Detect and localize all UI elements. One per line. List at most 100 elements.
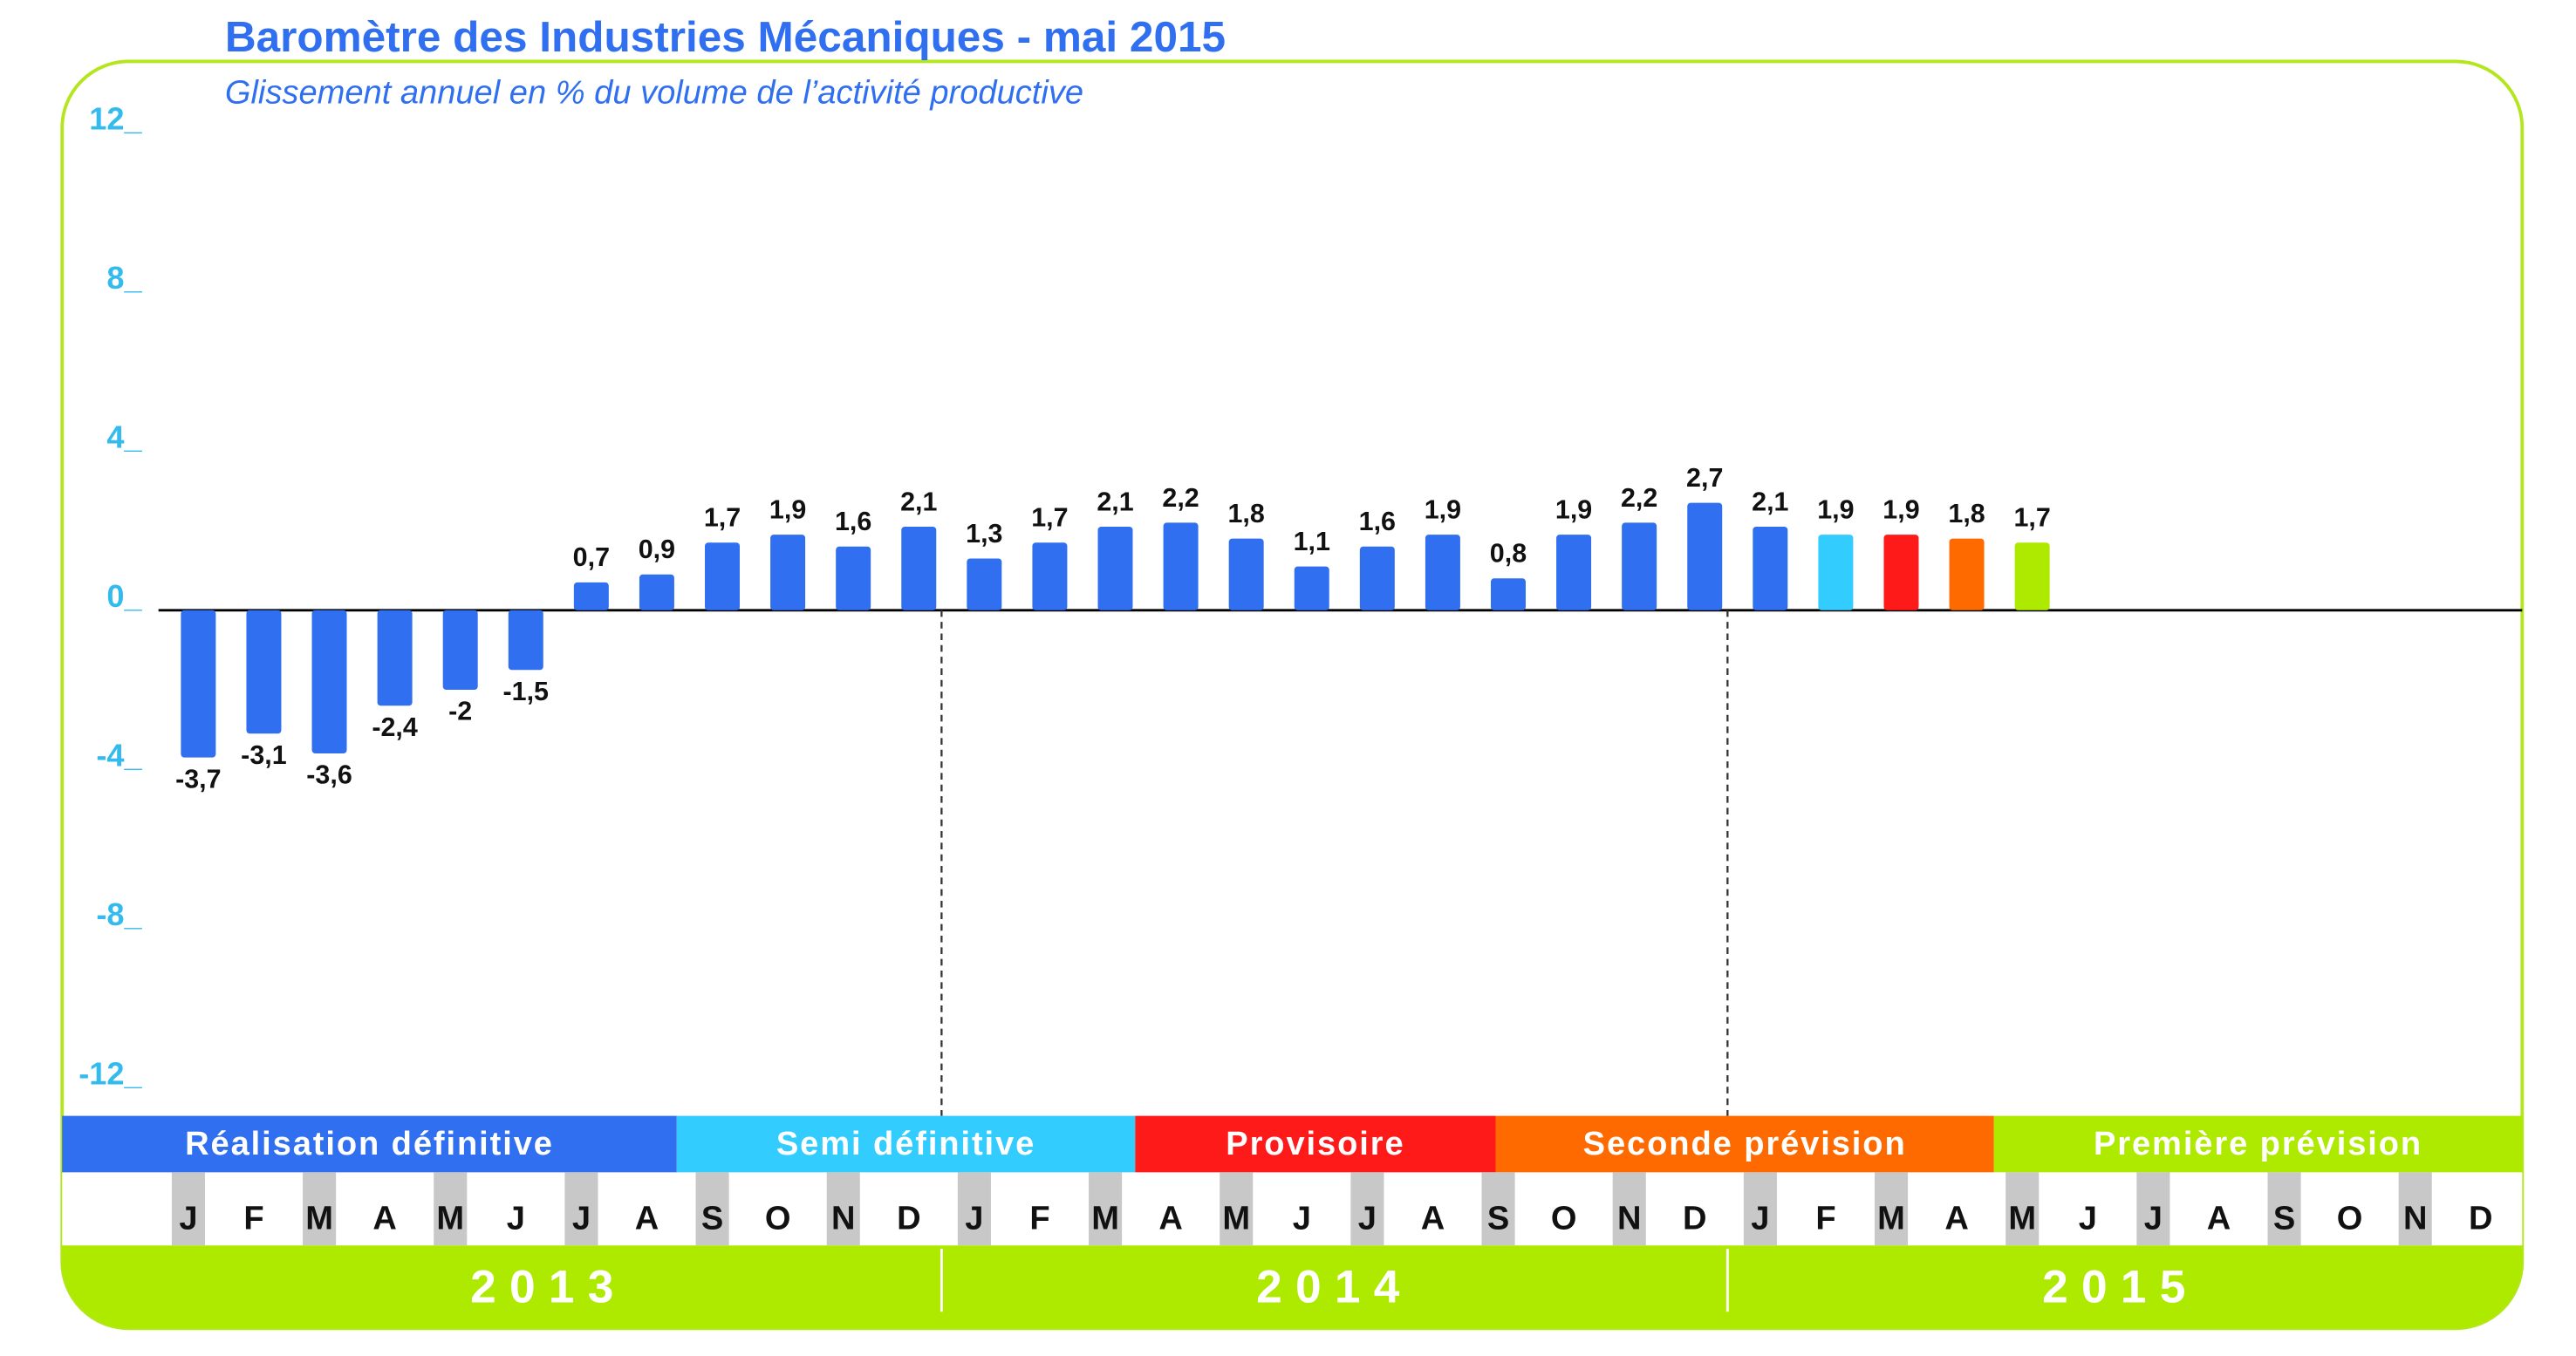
phase-label: Seconde prévision bbox=[1583, 1126, 1907, 1162]
x-tick-label: J bbox=[1358, 1201, 1377, 1237]
bar bbox=[1491, 578, 1526, 610]
year-label: 2014 bbox=[1256, 1262, 1413, 1313]
data-label: 1,8 bbox=[1227, 499, 1264, 528]
phase-band bbox=[62, 1115, 677, 1173]
bar bbox=[1687, 502, 1723, 610]
month-shade bbox=[695, 1172, 729, 1246]
data-label: 1,7 bbox=[704, 503, 741, 533]
x-tick-label: J bbox=[179, 1201, 197, 1237]
data-label: -3,6 bbox=[306, 760, 352, 790]
phase-band bbox=[1993, 1115, 2523, 1173]
data-label: -3,7 bbox=[175, 764, 221, 794]
x-tick-label: F bbox=[243, 1201, 263, 1237]
x-tick-label: O bbox=[2337, 1201, 2363, 1237]
bar bbox=[1818, 535, 1854, 610]
y-tick-label: 4_ bbox=[106, 419, 142, 455]
bar bbox=[967, 558, 1002, 610]
x-tick-label: J bbox=[2144, 1201, 2163, 1237]
x-tick-label: O bbox=[765, 1201, 791, 1237]
x-tick-label: D bbox=[1683, 1201, 1707, 1237]
bar bbox=[311, 610, 347, 754]
bar bbox=[1425, 535, 1460, 610]
phase-band bbox=[1495, 1115, 1994, 1173]
data-label: 1,7 bbox=[1031, 503, 1068, 533]
month-shade bbox=[303, 1172, 337, 1246]
data-label: 1,9 bbox=[1425, 494, 1461, 524]
data-label: 0,7 bbox=[573, 542, 610, 572]
bar bbox=[1228, 538, 1264, 610]
data-label: 1,3 bbox=[966, 519, 1002, 549]
y-tick-label: -4_ bbox=[96, 737, 142, 773]
bar bbox=[639, 574, 674, 610]
x-tick-label: M bbox=[1091, 1201, 1119, 1237]
x-tick-label: D bbox=[897, 1201, 921, 1237]
data-label: 1,7 bbox=[2013, 503, 2050, 533]
month-shade bbox=[957, 1172, 991, 1246]
data-label: 2,2 bbox=[1162, 483, 1199, 513]
x-tick-label: F bbox=[1815, 1201, 1835, 1237]
data-label: 1,1 bbox=[1294, 527, 1330, 556]
chart-title: Baromètre des Industries Mécaniques - ma… bbox=[225, 13, 1226, 61]
data-label: 2,1 bbox=[900, 487, 937, 516]
month-shade bbox=[1612, 1172, 1646, 1246]
x-tick-label: F bbox=[1029, 1201, 1049, 1237]
year-label: 2013 bbox=[470, 1262, 627, 1313]
phase-label: Provisoire bbox=[1226, 1126, 1404, 1162]
x-tick-label: J bbox=[572, 1201, 591, 1237]
month-shade bbox=[1089, 1172, 1123, 1246]
x-tick-label: S bbox=[701, 1201, 723, 1237]
month-shade bbox=[1481, 1172, 1515, 1246]
plot: 12_ 8_ 4_ 0_ -4_ -8_ -12_ -3,7 -3,1 -3,6 -2,4 -2 -1,… bbox=[62, 101, 2523, 1313]
bar bbox=[1032, 542, 1068, 610]
phase-label: Semi définitive bbox=[776, 1126, 1035, 1162]
month-shade bbox=[2136, 1172, 2170, 1246]
x-tick-label: A bbox=[635, 1201, 659, 1237]
year-label: 2015 bbox=[2042, 1262, 2199, 1313]
month-shade bbox=[826, 1172, 860, 1246]
y-tick-label: -12_ bbox=[79, 1055, 142, 1091]
month-shade bbox=[2005, 1172, 2040, 1246]
phase-band bbox=[1135, 1115, 1496, 1173]
data-label: 2,1 bbox=[1097, 487, 1133, 516]
x-tick-label: M bbox=[1222, 1201, 1250, 1237]
bar bbox=[1622, 522, 1657, 610]
y-tick-label: 12_ bbox=[89, 101, 142, 137]
month-shade bbox=[1875, 1172, 1909, 1246]
month-shade bbox=[171, 1172, 205, 1246]
data-label: 1,8 bbox=[1948, 499, 1985, 528]
data-label: 2,2 bbox=[1621, 483, 1657, 513]
bar bbox=[377, 610, 413, 706]
bar bbox=[246, 610, 282, 734]
x-tick-label: J bbox=[507, 1201, 525, 1237]
month-shade bbox=[1350, 1172, 1384, 1246]
data-label: -3,1 bbox=[241, 740, 287, 770]
bar bbox=[1294, 566, 1329, 610]
bar bbox=[836, 546, 871, 610]
month-band bbox=[62, 1172, 2523, 1246]
x-tick-label: N bbox=[1617, 1201, 1642, 1237]
data-label: 1,9 bbox=[769, 494, 806, 524]
bar bbox=[181, 610, 216, 758]
x-tick-label: M bbox=[2008, 1201, 2036, 1237]
data-label: 1,6 bbox=[835, 507, 871, 536]
data-label: 1,9 bbox=[1817, 494, 1854, 524]
bar bbox=[1359, 546, 1395, 610]
data-label: 0,9 bbox=[639, 535, 675, 564]
x-tick-label: D bbox=[2469, 1201, 2492, 1237]
data-label: -2,4 bbox=[372, 712, 418, 742]
x-tick-label: O bbox=[1551, 1201, 1577, 1237]
bar bbox=[901, 526, 937, 610]
bar bbox=[1949, 538, 1985, 610]
bar bbox=[1883, 535, 1919, 610]
phase-band bbox=[676, 1115, 1136, 1173]
x-tick-label: A bbox=[1158, 1201, 1183, 1237]
month-shade bbox=[434, 1172, 468, 1246]
phase-label: Réalisation définitive bbox=[185, 1126, 554, 1162]
data-label: 0,8 bbox=[1490, 539, 1527, 569]
x-tick-label: M bbox=[436, 1201, 464, 1237]
x-tick-label: A bbox=[1421, 1201, 1445, 1237]
year-band bbox=[62, 1245, 2523, 1329]
bar bbox=[442, 610, 478, 691]
month-shade bbox=[1220, 1172, 1254, 1246]
